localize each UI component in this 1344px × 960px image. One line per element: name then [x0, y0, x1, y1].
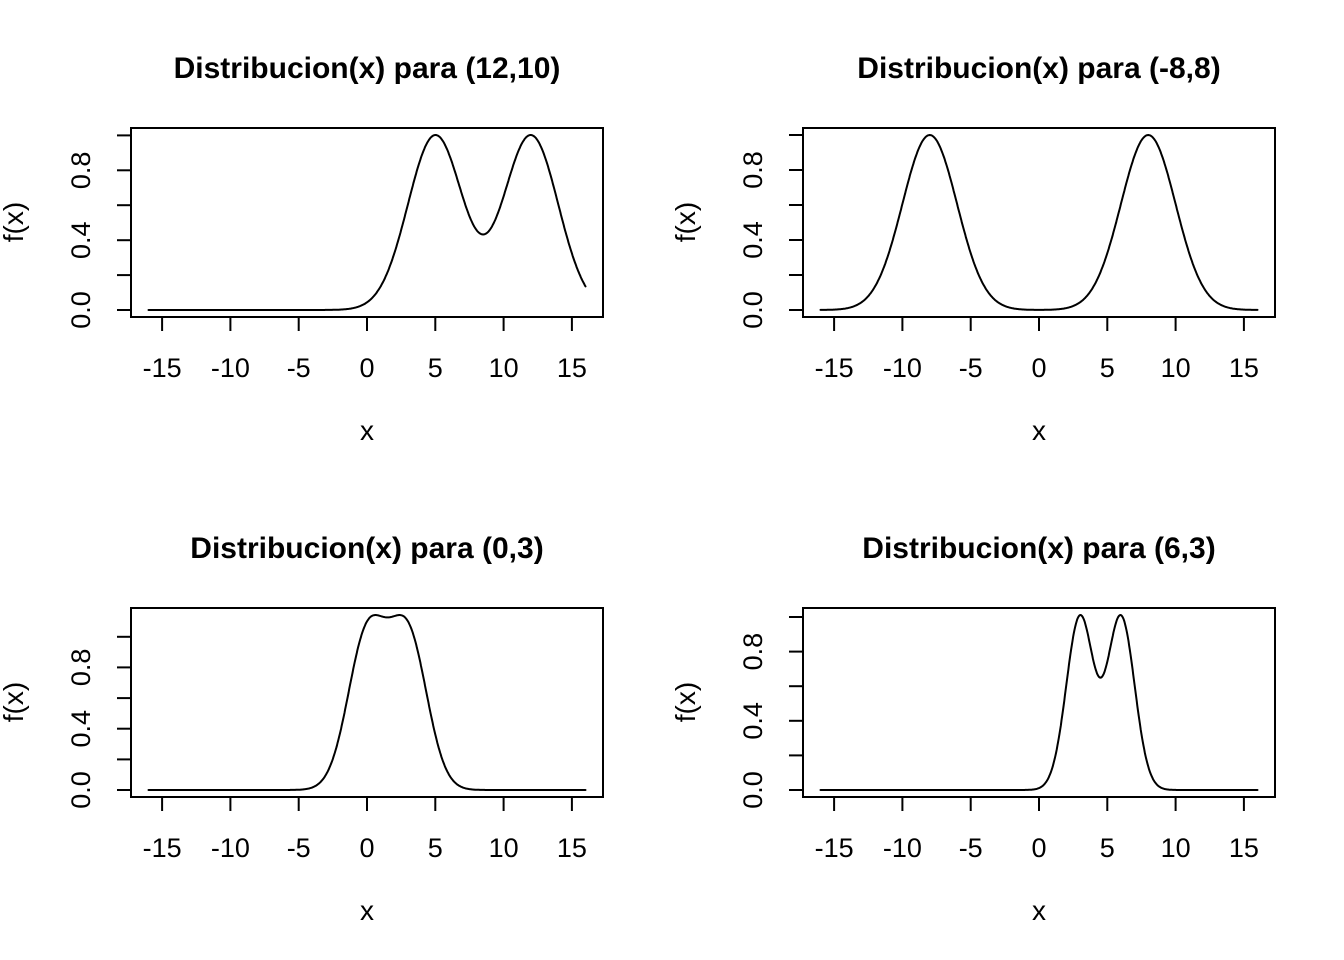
plot-panel-top-left: Distribucion(x) para (12,10) -15 -10 -5 0 5 1… [0, 52, 604, 446]
x-tick-label: 5 [428, 353, 443, 383]
plot-title: Distribucion(x) para (6,3) [862, 532, 1215, 565]
y-tick-label: 0.4 [66, 221, 96, 259]
x-tick-label: 5 [1100, 833, 1115, 863]
x-tick-label: 0 [359, 353, 374, 383]
y-axis-ticks [789, 134, 803, 311]
plot-title: Distribucion(x) para (0,3) [190, 532, 543, 565]
x-tick-label: 15 [557, 353, 587, 383]
x-tick-label: -15 [815, 353, 854, 383]
plot-box [802, 607, 1276, 798]
plot-title: Distribucion(x) para (-8,8) [857, 52, 1220, 85]
distribution-curve [147, 134, 587, 311]
x-axis-ticks [833, 317, 1245, 331]
x-tick-label: -15 [143, 353, 182, 383]
y-axis-ticks [117, 635, 131, 791]
x-tick-label: -15 [815, 833, 854, 863]
plot-panel-top-right: Distribucion(x) para (-8,8) -15 -10 -5 0 5 10… [672, 52, 1276, 446]
y-tick-labels: 0.0 0.4 0.8 [66, 152, 96, 329]
x-axis-label: x [1032, 415, 1046, 446]
x-tick-label: -10 [211, 353, 250, 383]
y-tick-labels: 0.0 0.4 0.8 [738, 151, 768, 329]
x-axis-label: x [1032, 895, 1046, 926]
x-axis-label: x [360, 895, 374, 926]
y-axis-ticks [789, 616, 803, 791]
distribution-curve [819, 614, 1259, 791]
x-tick-label: 0 [1031, 353, 1046, 383]
plot-panel-bottom-right: Distribucion(x) para (6,3) -15 -10 -5 0 5 10 1… [672, 532, 1276, 926]
x-tick-label: 15 [1229, 353, 1259, 383]
plot-panel-bottom-left: Distribucion(x) para (0,3) -15 -10 -5 0 5 10 1… [0, 532, 604, 926]
x-tick-label: 10 [1161, 353, 1191, 383]
y-tick-label: 0.0 [66, 771, 96, 809]
y-tick-label: 0.8 [66, 649, 96, 687]
y-axis-label: f(x) [672, 202, 701, 242]
x-tick-label: 15 [557, 833, 587, 863]
x-tick-label: -10 [883, 353, 922, 383]
x-tick-label: 10 [1161, 833, 1191, 863]
x-tick-label: 15 [1229, 833, 1259, 863]
x-axis-ticks [833, 797, 1245, 811]
x-tick-label: 10 [489, 353, 519, 383]
y-tick-label: 0.0 [738, 291, 768, 329]
distribution-curve [147, 614, 587, 791]
x-tick-label: -5 [959, 353, 983, 383]
y-tick-labels: 0.0 0.4 0.8 [66, 649, 96, 809]
x-tick-labels: -15 -10 -5 0 5 10 15 [815, 353, 1259, 383]
x-axis-ticks [161, 317, 573, 331]
x-tick-label: -10 [211, 833, 250, 863]
plot-box [130, 607, 604, 798]
x-tick-label: -15 [143, 833, 182, 863]
plot-title: Distribucion(x) para (12,10) [174, 52, 561, 85]
x-tick-labels: -15 -10 -5 0 5 10 15 [143, 833, 587, 863]
x-axis-label: x [360, 415, 374, 446]
x-tick-label: -5 [959, 833, 983, 863]
x-tick-label: -10 [883, 833, 922, 863]
y-axis-label: f(x) [0, 202, 29, 242]
x-axis-ticks [161, 797, 573, 811]
distribution-curve [819, 134, 1259, 311]
x-tick-label: 5 [428, 833, 443, 863]
x-tick-label: -5 [287, 353, 311, 383]
y-tick-label: 0.4 [66, 710, 96, 748]
y-axis-ticks [117, 134, 131, 311]
y-tick-label: 0.0 [66, 291, 96, 329]
y-tick-label: 0.4 [738, 221, 768, 259]
y-axis-label: f(x) [672, 682, 701, 722]
y-tick-label: 0.8 [738, 151, 768, 189]
x-tick-labels: -15 -10 -5 0 5 10 15 [143, 353, 587, 383]
y-tick-label: 0.0 [738, 771, 768, 809]
x-tick-label: 10 [489, 833, 519, 863]
plot-box [130, 127, 604, 318]
y-tick-label: 0.8 [738, 633, 768, 671]
x-tick-labels: -15 -10 -5 0 5 10 15 [815, 833, 1259, 863]
y-tick-label: 0.4 [738, 702, 768, 740]
x-tick-label: 0 [359, 833, 374, 863]
y-tick-labels: 0.0 0.4 0.8 [738, 633, 768, 809]
x-tick-label: -5 [287, 833, 311, 863]
y-axis-label: f(x) [0, 682, 29, 722]
x-tick-label: 0 [1031, 833, 1046, 863]
y-tick-label: 0.8 [66, 152, 96, 190]
x-tick-label: 5 [1100, 353, 1115, 383]
